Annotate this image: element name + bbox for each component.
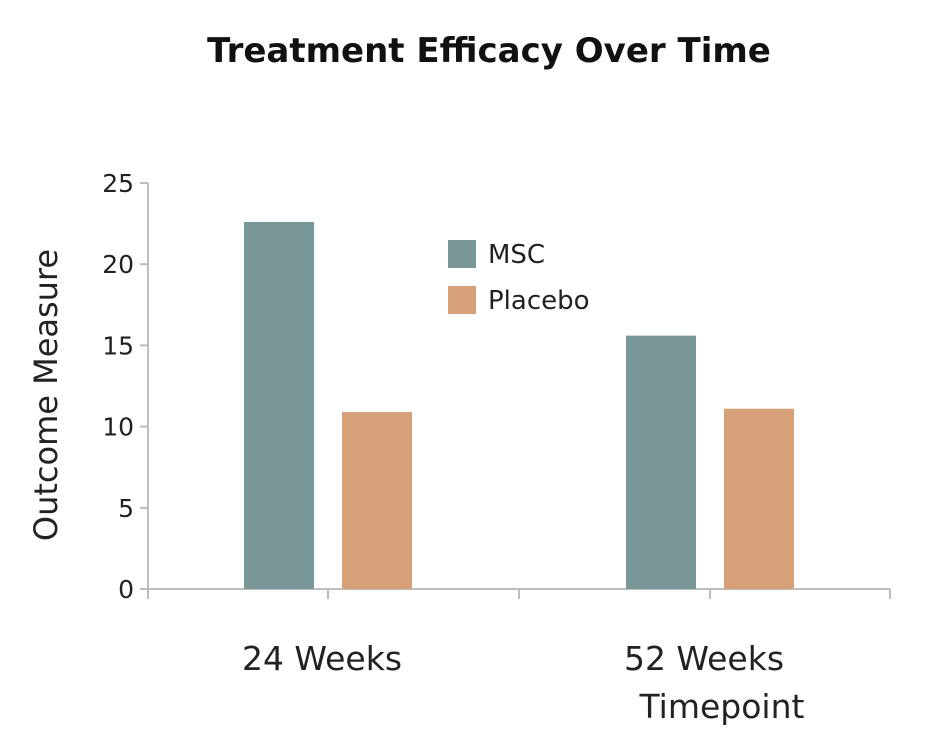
legend-swatch-placebo — [448, 286, 476, 314]
bar-placebo-2 — [724, 408, 794, 589]
chart-title: Treatment Efficacy Over Time — [207, 31, 771, 71]
x-axis-label: Timepoint — [639, 687, 805, 726]
legend: MSC Placebo — [448, 240, 590, 316]
y-tick-label: 0 — [118, 575, 134, 604]
legend-label-msc: MSC — [488, 240, 545, 270]
y-tick-label: 20 — [102, 250, 134, 279]
y-tick-label: 5 — [118, 494, 134, 523]
legend-swatch-msc — [448, 240, 476, 268]
x-category-label: 24 Weeks — [242, 639, 402, 678]
bar-msc-1 — [244, 221, 314, 589]
y-axis-label: Outcome Measure — [27, 249, 65, 541]
bars: 24 Weeks 52 Weeks — [242, 221, 794, 678]
y-tick-label: 15 — [102, 331, 134, 360]
x-category-label: 52 Weeks — [624, 639, 784, 678]
legend-label-placebo: Placebo — [488, 286, 590, 316]
bar-placebo-1 — [342, 411, 412, 589]
bar-msc-2 — [626, 335, 696, 589]
y-tick-label: 10 — [102, 413, 134, 442]
y-tick-label: 25 — [102, 169, 134, 198]
